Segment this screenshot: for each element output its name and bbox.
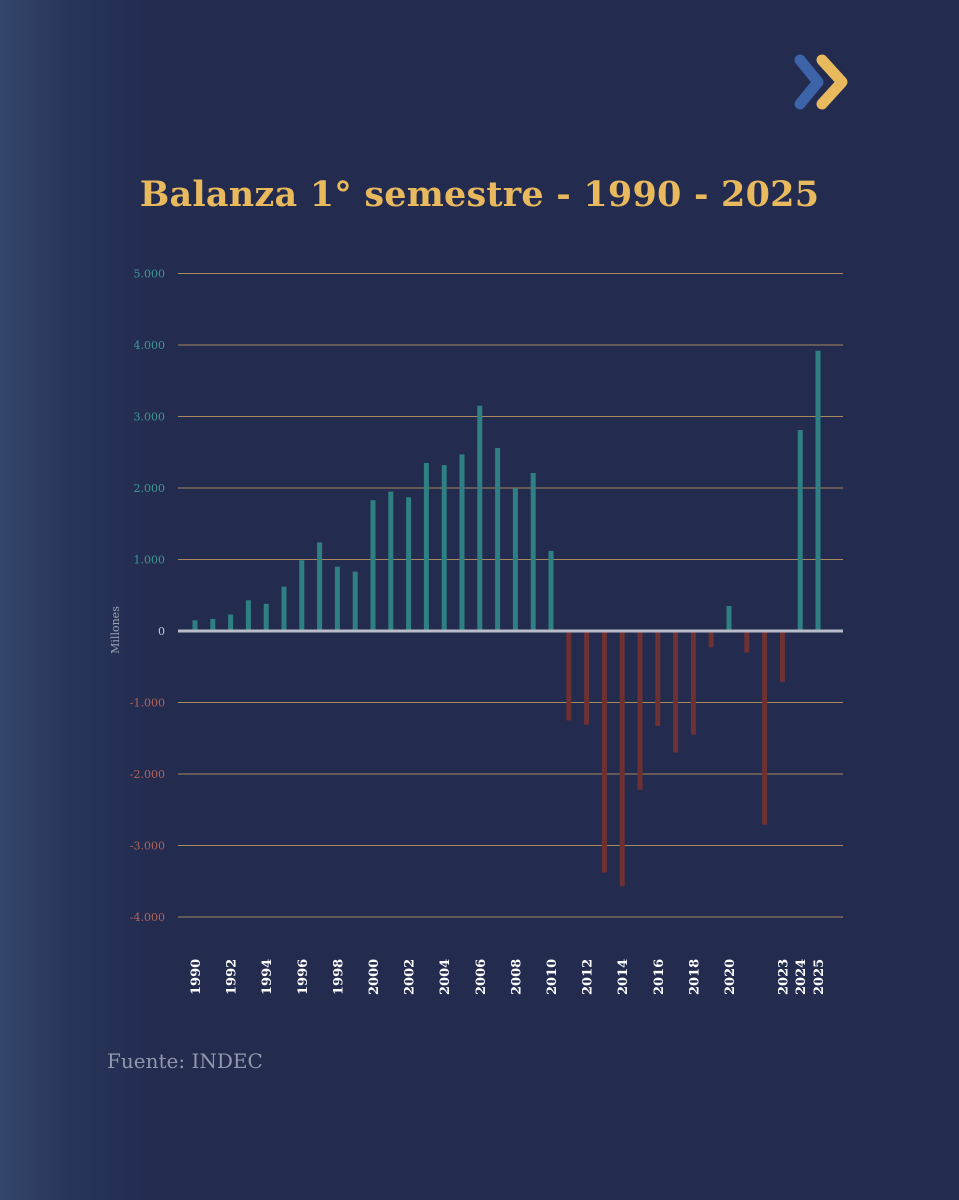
bar-2001	[388, 491, 394, 631]
chart-title: Balanza 1° semestre - 1990 - 2025	[139, 174, 820, 215]
bar-2005	[459, 454, 465, 631]
x-tick-label: 2023	[776, 959, 791, 995]
bar-2013	[601, 631, 607, 873]
bar-1999	[352, 571, 358, 631]
bar-2002	[406, 497, 412, 631]
x-tick-label: 2018	[687, 959, 702, 995]
bar-2012	[584, 631, 590, 725]
x-tick-label: 1990	[189, 959, 204, 995]
y-tick-label: 1.000	[134, 554, 166, 567]
bar-2015	[637, 631, 643, 790]
bar-1993	[245, 600, 251, 631]
bar-1991	[210, 618, 216, 631]
x-tick-label: 2016	[652, 959, 667, 995]
bar-1995	[281, 586, 287, 631]
x-tick-label: 1996	[296, 959, 311, 995]
y-axis-label: Millones	[109, 606, 122, 654]
x-tick-label: 2006	[474, 959, 489, 995]
x-tick-label: 2004	[438, 959, 453, 995]
logo-chevron-front	[816, 54, 848, 110]
bar-1992	[228, 614, 234, 631]
x-tick-label: 1994	[260, 959, 275, 995]
y-tick-label: -1.000	[130, 697, 165, 710]
bar-2004	[441, 465, 447, 631]
bar-2000	[370, 500, 376, 631]
bar-2008	[512, 488, 518, 631]
x-tick-label: 2000	[367, 959, 382, 995]
bar-2017	[673, 631, 679, 753]
y-tick-label: -4.000	[130, 911, 165, 924]
bar-1990	[192, 620, 198, 631]
bar-1994	[263, 603, 269, 631]
y-tick-label: 0	[158, 625, 165, 638]
x-tick-label: 2010	[545, 959, 560, 995]
x-tick-label: 1992	[225, 959, 240, 995]
bar-2016	[655, 631, 661, 727]
bar-2014	[619, 631, 625, 887]
y-tick-label: 3.000	[134, 411, 166, 424]
bar-1996	[299, 560, 305, 631]
source-note: Fuente: INDEC	[107, 1049, 263, 1073]
bar-2018	[690, 631, 696, 735]
bar-2025	[815, 350, 821, 631]
x-tick-label: 2025	[812, 959, 827, 995]
bar-2020	[726, 605, 732, 631]
bar-2011	[566, 631, 572, 721]
x-tick-label: 2020	[723, 959, 738, 995]
bar-1998	[334, 566, 340, 631]
x-tick-label: 2024	[794, 959, 809, 995]
bar-2006	[477, 405, 483, 631]
bar-1997	[317, 542, 323, 631]
bar-2023	[779, 631, 785, 682]
bar-2009	[530, 472, 536, 631]
bar-2021	[744, 631, 750, 653]
bars	[192, 350, 821, 887]
y-tick-label: -2.000	[130, 768, 165, 781]
x-tick-label: 2008	[509, 959, 524, 995]
bar-2010	[548, 550, 554, 631]
y-tick-label: 5.000	[134, 268, 166, 281]
bar-2024	[797, 430, 803, 631]
y-tick-label: -3.000	[130, 840, 165, 853]
bar-2022	[762, 631, 768, 825]
bar-2003	[423, 462, 429, 631]
x-tick-label: 2002	[403, 959, 418, 995]
bar-2007	[495, 447, 501, 631]
logo-chevron-back	[794, 54, 824, 110]
x-tick-label: 2014	[616, 959, 631, 995]
y-tick-label: 4.000	[134, 339, 166, 352]
brand-logo-icon	[794, 54, 848, 110]
grid-lines	[178, 273, 843, 918]
x-tick-label: 1998	[331, 959, 346, 995]
tick-labels: 5.000 4.000 3.000 2.000 1.000 0 -1.000 -2.000 -3…	[109, 268, 827, 996]
x-tick-label: 2012	[581, 959, 596, 995]
y-tick-label: 2.000	[134, 482, 166, 495]
bar-2019	[708, 631, 714, 648]
